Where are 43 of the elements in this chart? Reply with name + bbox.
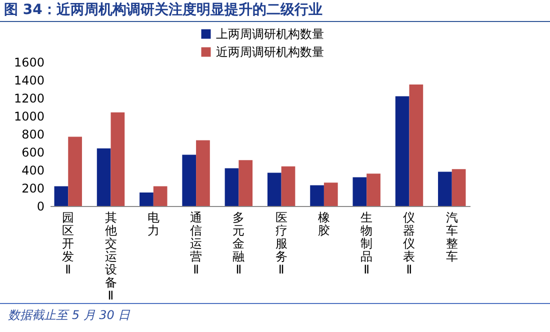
y-tick-label: 800	[22, 128, 44, 142]
x-tick-label: 橡胶	[318, 210, 330, 238]
x-tick-label: 多元金融Ⅱ	[232, 210, 245, 276]
bar	[68, 136, 82, 206]
bar	[366, 174, 380, 206]
y-tick-label: 1400	[14, 74, 44, 88]
x-tick-label: 电力	[147, 210, 160, 238]
bar	[110, 112, 125, 206]
x-tick-label: 其他交运设备Ⅱ	[104, 210, 117, 302]
y-tick-label: 600	[22, 146, 44, 160]
bar	[438, 172, 452, 206]
bar	[182, 154, 196, 206]
y-tick-label: 1600	[14, 56, 44, 70]
y-tick-label: 0	[36, 200, 44, 214]
bar	[224, 168, 239, 206]
x-tick-label: 汽车整车	[446, 210, 458, 264]
bar	[352, 177, 367, 206]
bar	[324, 182, 338, 206]
x-tick-label: 园区开发Ⅱ	[62, 210, 74, 276]
y-tick-label: 1200	[14, 92, 44, 106]
bar	[267, 172, 282, 206]
x-tick-label: 生物制品Ⅱ	[360, 210, 373, 276]
chart-title: 图 34：近两周机构调研关注度明显提升的二级行业	[0, 0, 550, 22]
bar	[395, 96, 410, 206]
text: 数据截止至 5 月 30 日	[0, 303, 550, 324]
bar	[54, 186, 68, 206]
y-tick-label: 200	[22, 182, 44, 196]
legend-label: 近两周调研机构数量	[216, 45, 324, 59]
bar	[409, 84, 424, 206]
y-tick-label: 1000	[14, 110, 44, 124]
bar	[452, 169, 466, 206]
bar	[140, 192, 154, 206]
bar	[310, 185, 324, 206]
x-tick-label: 医疗服务Ⅱ	[275, 210, 288, 276]
y-tick-label: 400	[22, 164, 44, 178]
legend-label: 上两周调研机构数量	[216, 27, 324, 41]
bar	[153, 186, 168, 206]
bar	[238, 160, 253, 206]
x-tick-label: 仪器仪表Ⅱ	[403, 210, 416, 276]
bar	[281, 166, 296, 206]
bar	[196, 140, 210, 206]
bar	[96, 148, 111, 206]
x-tick-label: 通信运营Ⅱ	[190, 210, 202, 276]
